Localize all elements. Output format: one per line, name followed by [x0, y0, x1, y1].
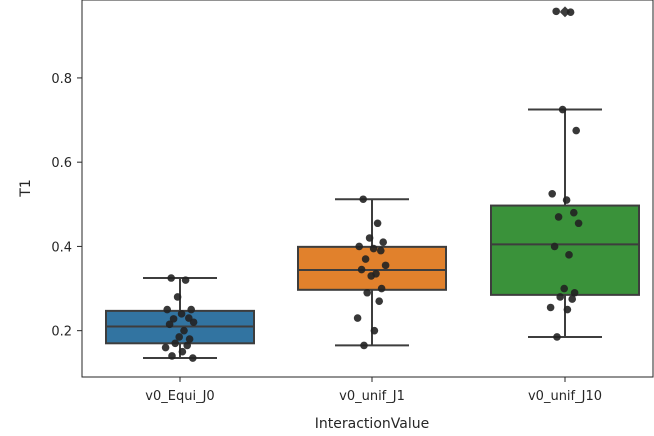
data-point [550, 242, 559, 251]
data-point [377, 246, 385, 255]
data-point [357, 265, 366, 274]
data-point [180, 326, 188, 335]
data-point [562, 196, 571, 204]
data-point [553, 333, 561, 341]
data-point [165, 320, 174, 329]
data-point [161, 343, 170, 352]
data-point [360, 341, 368, 350]
data-point [574, 219, 583, 228]
strip-points [353, 195, 390, 350]
data-point [379, 238, 388, 247]
data-point [177, 310, 186, 318]
y-tick-label: 0.4 [51, 240, 72, 255]
y-tick-label: 0.2 [51, 325, 72, 340]
data-point [548, 189, 556, 198]
data-point [375, 297, 384, 305]
data-point [373, 219, 382, 228]
data-point [173, 293, 182, 301]
data-point [361, 255, 370, 263]
data-point [189, 318, 198, 327]
data-point [163, 305, 171, 314]
data-point [181, 276, 190, 284]
box-group [490, 6, 640, 338]
data-point [377, 284, 386, 293]
data-point [560, 284, 568, 293]
y-axis-label: T1 [18, 179, 34, 197]
data-point [183, 341, 191, 350]
data-point [185, 335, 194, 343]
strip-points [161, 274, 198, 362]
x-tick-label: v0_unif_J10 [528, 389, 602, 404]
data-point [355, 242, 364, 251]
data-point [178, 347, 187, 356]
data-point [554, 213, 563, 221]
data-point [552, 7, 560, 16]
data-point [381, 261, 390, 270]
data-point [546, 303, 555, 312]
y-tick-label: 0.8 [51, 72, 72, 87]
x-axis: v0_Equi_J0 v0_unif_J1 v0_unif_J10 [145, 377, 602, 404]
data-point [171, 339, 179, 348]
data-point [558, 105, 567, 114]
data-point [367, 272, 376, 280]
x-tick-label: v0_unif_J1 [339, 389, 405, 404]
data-point [363, 288, 372, 297]
plot-frame [81, 0, 654, 378]
y-axis: 0.2 0.4 0.6 0.8 [51, 72, 82, 340]
x-tick-label: v0_Equi_J0 [145, 389, 214, 404]
data-point [566, 8, 575, 17]
data-point [370, 326, 379, 335]
box-body [297, 245, 447, 291]
data-point [369, 244, 378, 253]
data-point [169, 315, 178, 323]
box-group [105, 277, 255, 360]
plot-area [105, 6, 640, 362]
strip-points [546, 7, 583, 341]
data-point [167, 274, 175, 282]
data-point [570, 288, 579, 297]
data-point [572, 126, 580, 135]
data-point [353, 314, 362, 322]
x-axis-label: InteractionValue [315, 416, 429, 432]
y-tick-label: 0.6 [51, 156, 72, 171]
data-point [365, 234, 374, 242]
data-point [565, 251, 573, 259]
box-group [297, 198, 447, 347]
data-point [168, 352, 176, 360]
data-point [175, 333, 183, 341]
data-point [568, 295, 576, 303]
data-point [570, 208, 578, 217]
data-point [563, 305, 572, 314]
data-point [556, 293, 564, 301]
box-body [490, 204, 640, 296]
data-point [189, 354, 197, 362]
data-point [187, 305, 195, 314]
data-point [359, 195, 368, 204]
